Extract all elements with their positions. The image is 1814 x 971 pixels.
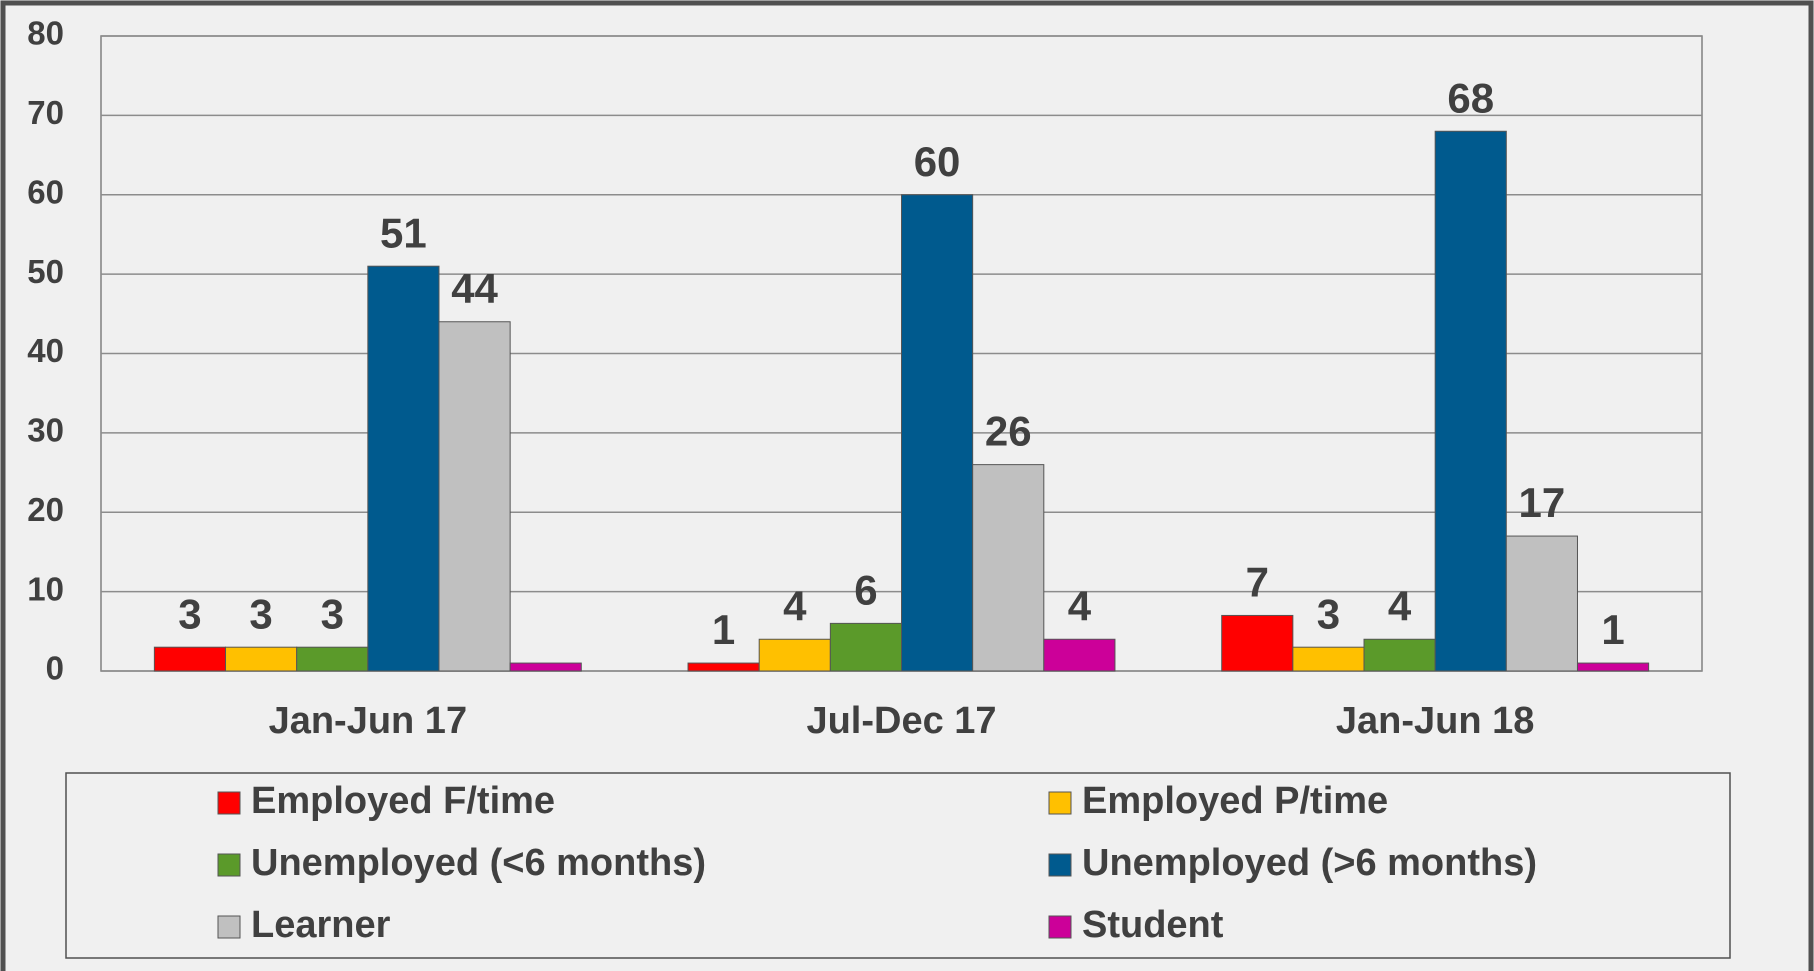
bar <box>438 321 511 672</box>
data-label: 1 <box>712 606 735 653</box>
bar <box>1576 662 1650 672</box>
data-label: 4 <box>1068 582 1092 629</box>
bar <box>1363 638 1436 672</box>
x-tick-label: Jul-Dec 17 <box>806 700 996 742</box>
legend-label: Learner <box>251 904 391 946</box>
data-label: 4 <box>1388 582 1412 629</box>
legend-label: Unemployed (>6 months) <box>1082 842 1537 884</box>
bar <box>296 646 369 672</box>
bar <box>829 622 902 672</box>
legend-box <box>65 772 1731 959</box>
bar <box>972 464 1045 672</box>
legend-label: Employed P/time <box>1082 780 1388 822</box>
y-tick-label: 40 <box>27 332 64 369</box>
legend-label: Employed F/time <box>251 780 555 822</box>
bar <box>153 646 227 672</box>
legend-label: Student <box>1082 904 1224 946</box>
bar <box>1434 130 1507 672</box>
data-label: 3 <box>1317 590 1340 637</box>
y-tick-label: 60 <box>27 173 64 210</box>
legend-marker <box>217 853 241 877</box>
y-tick-label: 80 <box>27 15 64 52</box>
legend-marker <box>1048 853 1072 877</box>
y-tick-label: 50 <box>27 253 64 290</box>
data-label: 1 <box>1601 606 1624 653</box>
data-label: 26 <box>985 408 1032 455</box>
bar <box>1221 614 1294 672</box>
bar <box>367 265 440 672</box>
legend-marker <box>217 791 241 815</box>
data-label: 3 <box>321 590 344 637</box>
y-tick-label: 10 <box>27 570 64 607</box>
data-label: 68 <box>1447 74 1494 121</box>
bar <box>1043 638 1116 672</box>
x-tick-label: Jan-Jun 17 <box>269 700 468 742</box>
data-label: 4 <box>783 582 807 629</box>
bar <box>901 194 974 672</box>
legend-marker <box>1048 791 1072 815</box>
legend-marker <box>1048 915 1072 939</box>
data-label: 7 <box>1246 559 1269 606</box>
bar <box>225 646 298 672</box>
bar <box>758 638 831 672</box>
bar <box>687 662 760 672</box>
data-label: 6 <box>854 566 877 613</box>
data-label: 60 <box>914 138 961 185</box>
bar <box>1505 535 1578 672</box>
bar <box>1292 646 1365 672</box>
data-label: 17 <box>1519 479 1566 526</box>
data-label: 3 <box>178 590 201 637</box>
data-label: 51 <box>380 209 427 256</box>
y-tick-label: 70 <box>27 94 64 131</box>
legend-marker <box>217 915 241 939</box>
data-label: 3 <box>249 590 272 637</box>
y-tick-label: 0 <box>46 650 64 687</box>
data-label: 44 <box>451 265 498 312</box>
bar <box>509 662 582 672</box>
y-tick-label: 20 <box>27 491 64 528</box>
x-tick-label: Jan-Jun 18 <box>1336 700 1535 742</box>
legend-label: Unemployed (<6 months) <box>251 842 706 884</box>
y-tick-label: 30 <box>27 412 64 449</box>
